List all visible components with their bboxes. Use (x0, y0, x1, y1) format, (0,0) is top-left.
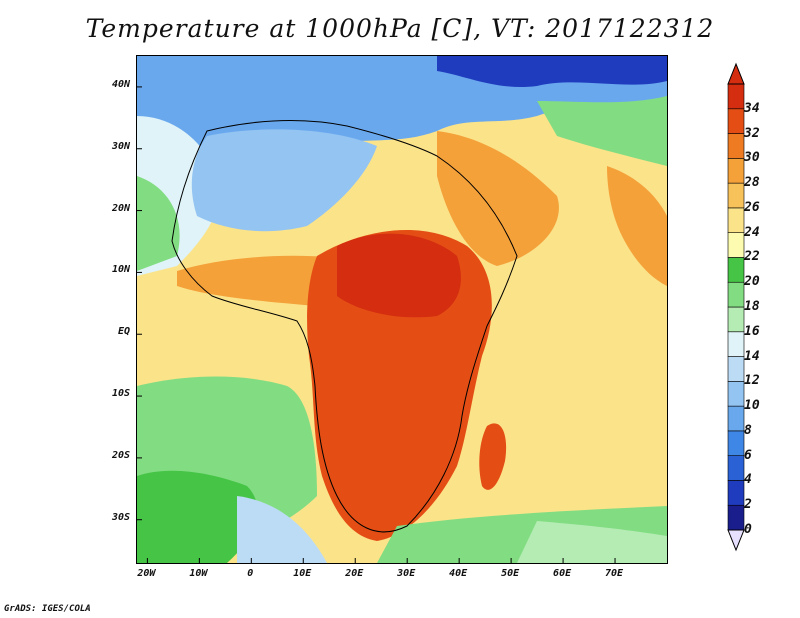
colorbar-level-label: 16 (744, 323, 760, 339)
lon-tick-label: 50E (501, 568, 520, 579)
colorbar-swatch (727, 504, 745, 531)
sahara-cool-zone (191, 129, 377, 232)
lon-tick-label: 20E (345, 568, 364, 579)
colorbar-swatch (727, 83, 745, 110)
lon-tick-label: 40E (449, 568, 468, 579)
lon-tick-label: 60E (553, 568, 572, 579)
lat-tick-label: 30N (111, 140, 130, 152)
colorbar-level-label: 12 (744, 373, 760, 389)
colorbar-level-label: 8 (744, 422, 752, 438)
temperature-map (136, 55, 668, 564)
temperature-field (137, 56, 667, 563)
colorbar-swatch (727, 306, 745, 333)
colorbar-swatch (727, 257, 745, 283)
colorbar-swatch (727, 381, 745, 407)
south-atlantic-deep-green-zone (137, 470, 258, 563)
madagascar-warm-zone (479, 423, 507, 490)
arabia-warm-zone (437, 131, 559, 266)
colorbar-swatch (727, 182, 745, 209)
south-indian-light-green-zone (517, 521, 667, 563)
colorbar-level-label: 14 (744, 348, 760, 364)
far-north-cold-zone (437, 56, 667, 88)
colorbar-swatch (727, 133, 745, 159)
lat-tick-label: EQ (117, 326, 130, 338)
colorbar-swatch (727, 108, 745, 134)
map-tick-marks (137, 86, 616, 563)
lon-tick-label: 70E (605, 568, 624, 579)
colorbar-swatch (727, 405, 745, 432)
lat-tick-label: 40N (111, 78, 130, 90)
atlantic-green-zone (137, 176, 180, 271)
colorbar-level-label: 22 (744, 249, 760, 265)
lat-tick-label: 20S (111, 449, 130, 461)
colorbar-swatch (727, 207, 745, 233)
colorbar-level-label: 20 (744, 274, 760, 290)
colorbar-level-label: 10 (744, 398, 760, 414)
africa-coastline (171, 120, 518, 533)
south-cool-water-zone (237, 496, 327, 563)
lon-tick-label: 20W (137, 568, 156, 579)
colorbar (727, 62, 745, 552)
colorbar-level-label: 30 (744, 150, 760, 166)
colorbar-level-label: 34 (744, 100, 760, 116)
colorbar-level-label: 28 (744, 175, 760, 191)
central-asia-green-zone (537, 96, 667, 166)
colorbar-swatch (727, 480, 745, 506)
colorbar-level-label: 24 (744, 224, 760, 240)
colorbar-level-label: 0 (744, 522, 752, 537)
lat-tick-label: 10N (111, 264, 130, 276)
lon-tick-label: 0 (247, 568, 254, 579)
lat-tick-label: 20N (111, 202, 130, 214)
colorbar-swatch (727, 158, 745, 184)
lon-tick-label: 10W (189, 568, 208, 579)
colorbar-swatch (727, 331, 745, 357)
colorbar-swatch (727, 356, 745, 382)
colorbar-level-label: 6 (744, 447, 752, 463)
india-warm-zone (607, 166, 667, 286)
colorbar-top-arrow (727, 62, 745, 85)
colorbar-swatch (727, 281, 745, 308)
lon-tick-label: 30E (397, 568, 416, 579)
map-title: Temperature at 1000hPa [C], VT: 20171223… (85, 14, 715, 43)
lat-tick-label: 10S (111, 388, 130, 400)
colorbar-swatch (727, 455, 745, 481)
lon-tick-label: 10E (293, 568, 312, 579)
colorbar-level-label: 18 (744, 299, 760, 314)
lat-tick-label: 30S (111, 511, 130, 523)
colorbar-level-label: 2 (744, 497, 752, 513)
colorbar-level-label: 4 (744, 472, 752, 488)
colorbar-swatch (727, 232, 745, 258)
colorbar-swatch (727, 430, 745, 456)
colorbar-level-label: 32 (744, 125, 760, 141)
colorbar-swatches (727, 83, 745, 531)
colorbar-level-label: 26 (744, 199, 760, 215)
sudan-hottest-zone (337, 233, 461, 318)
colorbar-bottom-arrow (727, 529, 745, 552)
credit-text: GrADS: IGES/COLA (4, 604, 91, 614)
